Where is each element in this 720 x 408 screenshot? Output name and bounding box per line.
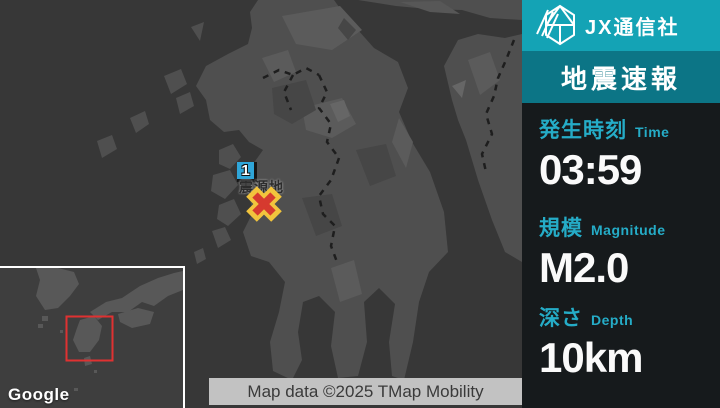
magnitude-value: M2.0 <box>539 244 629 291</box>
time-label-en: Time <box>635 124 670 140</box>
google-logo[interactable]: Google <box>8 385 70 404</box>
overview-inset-map: Google <box>0 266 185 408</box>
time-label-jp: 発生時刻 <box>539 119 627 142</box>
brand-header: JX通信社 <box>522 0 720 51</box>
brand-name: JX通信社 <box>585 17 680 39</box>
depth-label-jp: 深さ <box>539 307 583 330</box>
magnitude-section: 規模 Magnitude M2.0 <box>539 217 720 293</box>
jx-logo-icon <box>536 4 575 45</box>
quake-info: 発生時刻 Time 03:59 規模 Magnitude M2.0 深さ Dep… <box>522 103 720 383</box>
time-section: 発生時刻 Time 03:59 <box>539 119 720 195</box>
depth-section: 深さ Depth 10km <box>539 307 720 383</box>
depth-label-en: Depth <box>591 312 634 328</box>
intensity-badge: 1 <box>237 162 257 182</box>
depth-value: 10km <box>539 334 643 381</box>
inset-terrain <box>0 268 183 408</box>
map-canvas[interactable]: 1 震源地 <box>0 0 522 408</box>
magnitude-label-jp: 規模 <box>539 217 583 240</box>
info-sidebar: JX通信社 地震速報 発生時刻 Time 03:59 規模 Magnitude … <box>522 0 720 408</box>
map-attribution: Map data ©2025 TMap Mobility <box>209 378 522 405</box>
alert-banner: 地震速報 <box>522 51 720 103</box>
region-highlight-box <box>65 315 114 362</box>
time-value: 03:59 <box>539 146 642 193</box>
magnitude-label-en: Magnitude <box>591 222 666 238</box>
epicenter-x-icon <box>246 186 282 222</box>
